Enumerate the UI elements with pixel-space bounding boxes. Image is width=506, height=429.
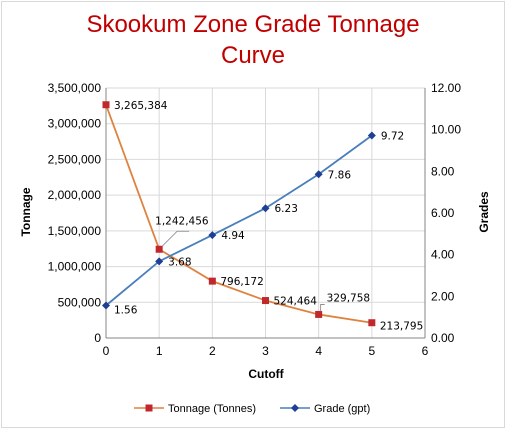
grade-marker	[367, 131, 376, 140]
tonnage-data-label: 796,172	[220, 276, 263, 288]
legend-label-grade: Grade (gpt)	[314, 403, 370, 415]
y-tick-label: 0	[94, 331, 101, 345]
y-tick-label: 2,000,000	[48, 188, 102, 202]
tonnage-marker	[262, 297, 269, 305]
y-tick-label: 1,500,000	[48, 224, 102, 238]
chart-title-line-1: Skookum Zone Grade Tonnage	[86, 11, 419, 38]
x-tick-label: 5	[368, 344, 375, 358]
leader-line	[161, 230, 190, 247]
x-tick-label: 1	[156, 344, 163, 358]
y-tick-label: 500,000	[58, 295, 102, 309]
grade-data-label: 4.94	[221, 230, 245, 242]
leader-line	[320, 304, 325, 312]
grade-marker	[208, 231, 217, 240]
x-tick-label: 0	[103, 344, 110, 358]
y2-axis-title: Grades	[477, 191, 491, 233]
x-tick-label: 3	[262, 344, 269, 358]
tonnage-marker	[155, 245, 163, 253]
y2-tick-label: 2.00	[431, 289, 455, 303]
legend: Tonnage (Tonnes) Grade (gpt)	[134, 403, 370, 415]
tonnage-data-label: 524,464	[274, 296, 318, 308]
series-line-tonnage	[105, 104, 372, 324]
tonnage-marker	[315, 310, 323, 318]
grade-data-label: 3.68	[168, 256, 191, 268]
tonnage-data-label: 213,795	[380, 321, 423, 333]
y2-tick-label: 10.00	[431, 123, 461, 137]
grade-data-label: 7.86	[328, 169, 352, 181]
y2-tick-label: 8.00	[431, 164, 455, 178]
y-tick-label: 3,500,000	[48, 81, 102, 95]
y-tick-label: 2,500,000	[48, 152, 102, 166]
chart-title-line-2: Curve	[221, 42, 285, 69]
grade-marker	[314, 170, 323, 179]
tonnage-marker	[368, 319, 376, 327]
tonnage-marker	[208, 277, 216, 285]
y2-tick-label: 6.00	[431, 206, 455, 220]
y2-tick-label: 12.00	[431, 81, 461, 95]
series-line-grade	[105, 134, 373, 307]
grade-marker	[102, 301, 110, 310]
x-tick-label: 2	[209, 344, 216, 358]
y-tick-label: 1,000,000	[48, 260, 102, 274]
legend-label-tonnage: Tonnage (Tonnes)	[168, 403, 256, 415]
legend-marker-tonnage	[145, 404, 153, 412]
grade-marker	[155, 257, 164, 266]
x-tick-label: 4	[315, 344, 322, 358]
y2-tick-label: 0.00	[431, 331, 455, 345]
tonnage-data-label: 3,265,384	[114, 100, 168, 112]
grade-data-label: 1.56	[114, 305, 138, 317]
y-axis-title: Tonnage	[19, 187, 33, 236]
x-tick-label: 6	[422, 344, 429, 358]
y2-tick-label: 4.00	[431, 248, 455, 262]
x-axis-title: Cutoff	[248, 367, 284, 381]
tonnage-data-label: 329,758	[327, 292, 370, 304]
tonnage-marker	[102, 101, 110, 109]
y-tick-label: 3,000,000	[48, 117, 102, 131]
tonnage-data-label: 1,242,456	[155, 215, 209, 227]
grade-data-label: 6.23	[275, 203, 298, 215]
legend-marker-grade	[291, 404, 299, 412]
grade-marker	[261, 204, 270, 213]
grade-data-label: 9.72	[381, 131, 404, 143]
